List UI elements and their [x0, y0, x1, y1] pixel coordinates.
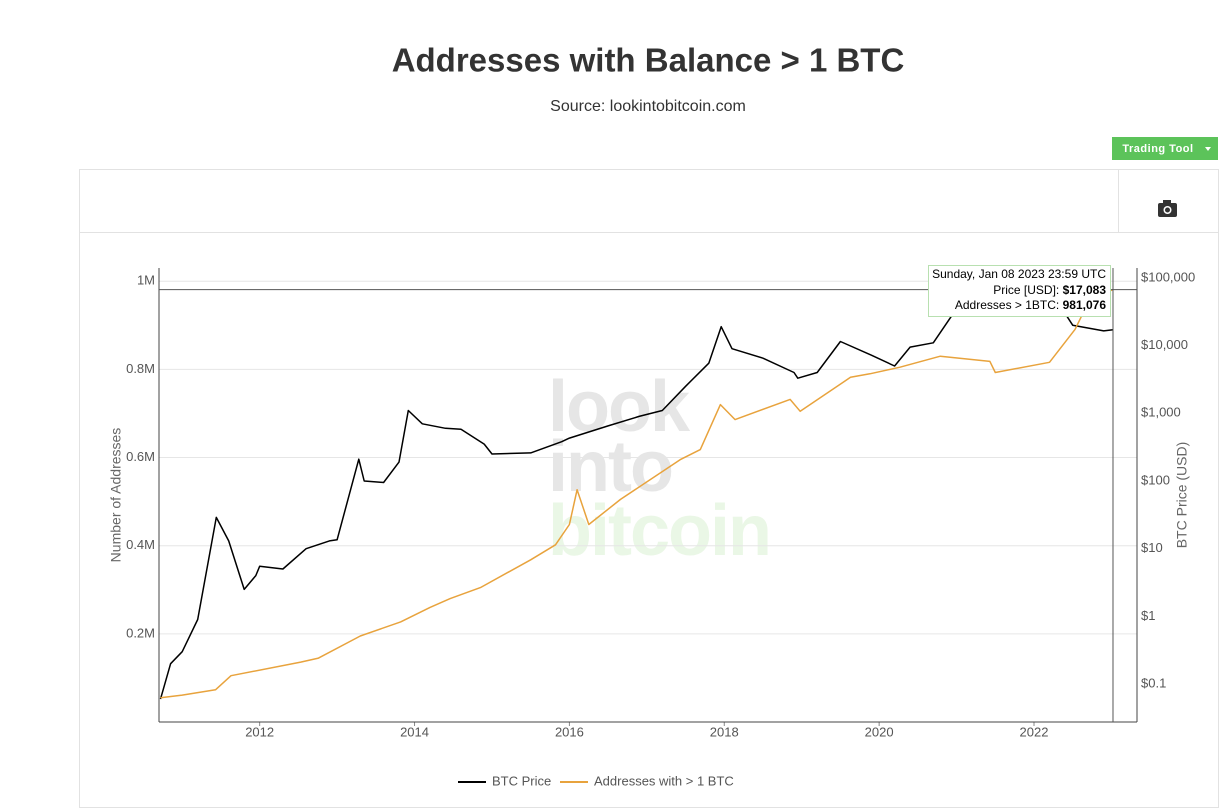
- tooltip-price: Price [USD]: $17,083: [993, 283, 1106, 297]
- y-tick-label: 0.8M: [126, 361, 155, 376]
- x-tick-label: 2018: [710, 724, 739, 739]
- x-tick-label: 2014: [400, 724, 429, 739]
- y2-tick-label: $100: [1141, 472, 1170, 487]
- tooltip-box: [928, 265, 1111, 317]
- button-label[interactable]: Trading Tool: [1122, 143, 1193, 155]
- tooltip-label: Price [USD]:: [993, 283, 1059, 297]
- tooltip-label: Addresses > 1BTC:: [955, 298, 1059, 312]
- watermark: look into bitcoin: [548, 367, 772, 571]
- y2-tick-label: $10,000: [1141, 337, 1188, 352]
- x-tick-label: 2016: [555, 724, 584, 739]
- tooltip-value: $17,083: [1063, 283, 1107, 297]
- legend-label: BTC Price: [492, 773, 551, 788]
- tooltip-addresses: Addresses > 1BTC: 981,076: [955, 298, 1106, 312]
- tooltip: Sunday, Jan 08 2023 23:59 UTC Price [USD…: [928, 265, 1111, 317]
- series-line: [159, 289, 1114, 700]
- button-bg[interactable]: [1112, 137, 1218, 160]
- y2-tick-label: $0.1: [1141, 675, 1166, 690]
- watermark-text: bitcoin: [548, 491, 770, 571]
- chart-subtitle: Source: lookintobitcoin.com: [550, 98, 746, 115]
- watermark-text: into: [548, 427, 672, 507]
- y2-tick-label: $100,000: [1141, 269, 1195, 284]
- y2-axis-label: BTC Price (USD): [1174, 442, 1190, 549]
- x-tick-label: 2012: [245, 724, 274, 739]
- camera-button[interactable]: [1158, 200, 1177, 217]
- camera-lens-inner: [1165, 207, 1170, 213]
- y-tick-label: 0.4M: [126, 537, 155, 552]
- camera-top: [1163, 200, 1171, 204]
- caret: [1205, 147, 1211, 151]
- tooltip-date: Sunday, Jan 08 2023 23:59 UTC: [932, 267, 1106, 281]
- x-tick-label: 2020: [865, 724, 894, 739]
- watermark-text: look: [548, 367, 691, 447]
- y-axis-label: Number of Addresses: [108, 428, 124, 563]
- chart-frame: [79, 169, 1219, 808]
- x-tick-label: 2022: [1020, 724, 1049, 739]
- y2-tick-label: $1: [1141, 608, 1155, 623]
- y-tick-label: 0.6M: [126, 449, 155, 464]
- plot: 0.2M 0.4M 0.6M 0.8M 1M $0.1 $1 $10 $100 $1,000 $10…: [126, 268, 1195, 788]
- y-tick-label: 1M: [137, 273, 155, 288]
- y2-tick-label: $10: [1141, 540, 1163, 555]
- y2-tick-label: $1,000: [1141, 405, 1181, 420]
- tooltip-value: 981,076: [1063, 298, 1107, 312]
- trading-tool-button[interactable]: Trading Tool: [1112, 137, 1218, 160]
- chart-title: Addresses with Balance > 1 BTC: [392, 42, 905, 79]
- legend-label: Addresses with > 1 BTC: [594, 773, 734, 788]
- y-tick-label: 0.2M: [126, 625, 155, 640]
- series-line: [160, 288, 1114, 699]
